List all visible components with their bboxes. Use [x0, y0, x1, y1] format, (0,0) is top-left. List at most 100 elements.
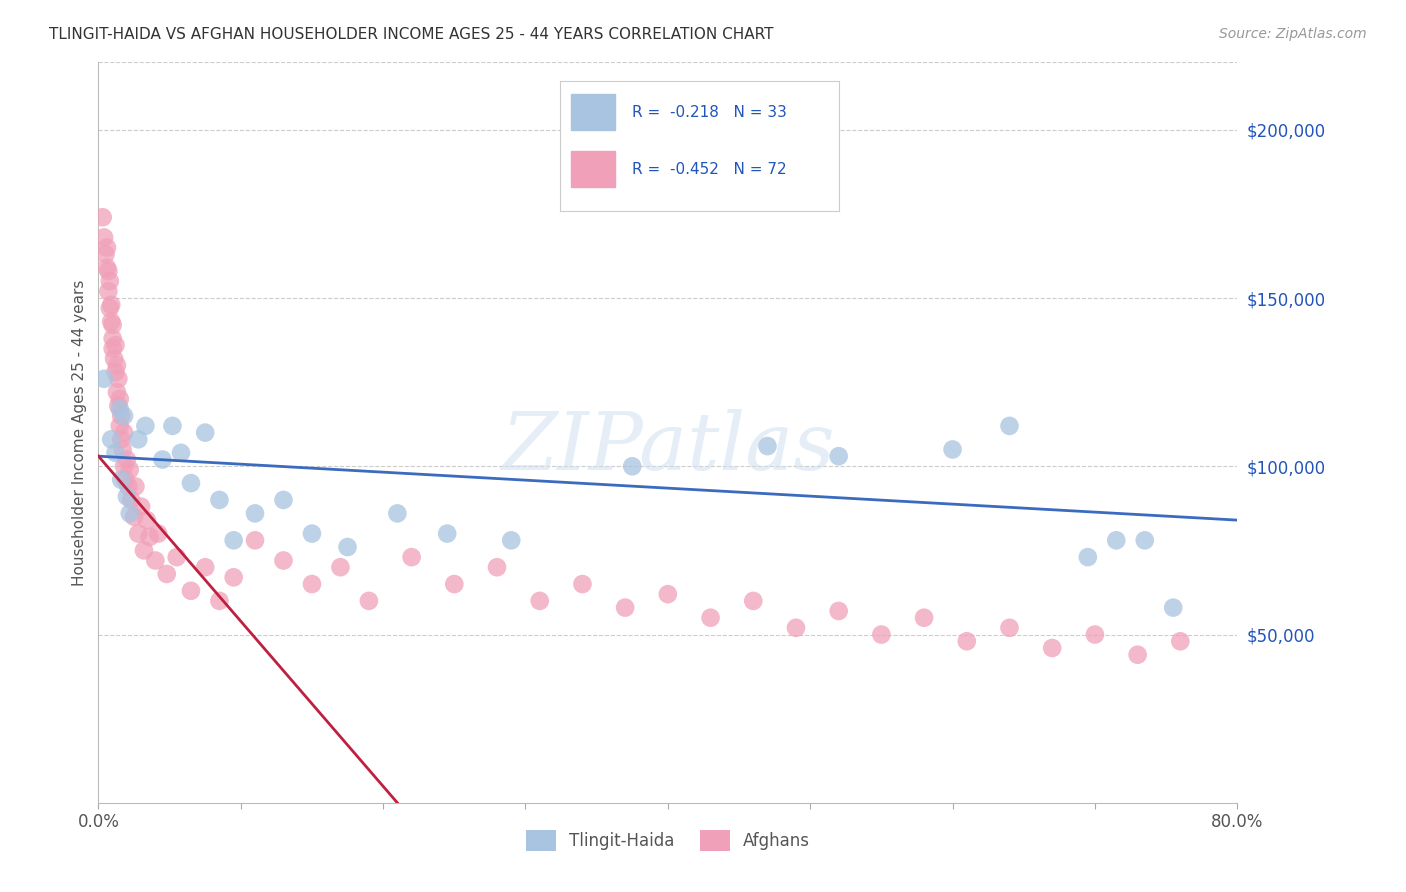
- Point: [108, 392, 131, 406]
- Point: [108, 418, 131, 433]
- Point: [148, 526, 170, 541]
- Point: [104, 338, 127, 352]
- Point: [942, 442, 965, 457]
- Point: [93, 372, 115, 386]
- Point: [180, 583, 202, 598]
- Point: [1105, 533, 1128, 548]
- Point: [100, 314, 122, 328]
- Point: [132, 543, 155, 558]
- Point: [870, 627, 893, 641]
- Point: [112, 425, 135, 440]
- Point: [166, 550, 188, 565]
- Point: [336, 540, 359, 554]
- Point: [1084, 627, 1107, 641]
- Point: [208, 492, 231, 507]
- Point: [94, 247, 117, 261]
- Point: [122, 509, 145, 524]
- Point: [110, 473, 132, 487]
- Point: [129, 500, 152, 514]
- Point: [156, 566, 179, 581]
- Point: [100, 433, 122, 447]
- Point: [301, 526, 323, 541]
- Point: [998, 621, 1021, 635]
- Point: [1133, 533, 1156, 548]
- Point: [107, 372, 129, 386]
- Point: [120, 492, 142, 507]
- Point: [222, 533, 245, 548]
- Point: [97, 285, 120, 299]
- Point: [98, 274, 121, 288]
- Point: [112, 459, 135, 474]
- Point: [486, 560, 509, 574]
- Point: [112, 409, 135, 423]
- Point: [170, 446, 193, 460]
- Point: [105, 359, 128, 373]
- Point: [98, 301, 121, 315]
- Text: TLINGIT-HAIDA VS AFGHAN HOUSEHOLDER INCOME AGES 25 - 44 YEARS CORRELATION CHART: TLINGIT-HAIDA VS AFGHAN HOUSEHOLDER INCO…: [49, 27, 773, 42]
- Point: [107, 399, 129, 413]
- Point: [436, 526, 458, 541]
- Point: [1040, 640, 1063, 655]
- Point: [1126, 648, 1149, 662]
- Point: [96, 240, 118, 255]
- Point: [97, 264, 120, 278]
- Point: [1161, 600, 1184, 615]
- Point: [145, 553, 167, 567]
- Point: [134, 418, 156, 433]
- Point: [180, 476, 202, 491]
- Point: [614, 600, 637, 615]
- Point: [127, 433, 149, 447]
- Point: [101, 318, 124, 332]
- Point: [273, 553, 295, 567]
- Point: [912, 610, 935, 624]
- Point: [243, 507, 266, 521]
- Point: [152, 452, 174, 467]
- Point: [108, 402, 131, 417]
- Point: [104, 365, 127, 379]
- Point: [93, 230, 115, 244]
- Point: [828, 604, 851, 618]
- Point: [115, 452, 138, 467]
- Point: [273, 492, 295, 507]
- Point: [387, 507, 409, 521]
- Point: [208, 594, 231, 608]
- Point: [101, 342, 124, 356]
- Point: [103, 351, 125, 366]
- Point: [118, 507, 141, 521]
- Point: [110, 433, 132, 447]
- Point: [243, 533, 266, 548]
- Point: [194, 425, 217, 440]
- Y-axis label: Householder Income Ages 25 - 44 years: Householder Income Ages 25 - 44 years: [72, 279, 87, 586]
- Point: [742, 594, 765, 608]
- Point: [135, 513, 157, 527]
- Point: [301, 577, 323, 591]
- Point: [194, 560, 217, 574]
- Point: [785, 621, 807, 635]
- Point: [127, 526, 149, 541]
- Point: [828, 449, 851, 463]
- Point: [100, 298, 122, 312]
- Point: [104, 446, 127, 460]
- Point: [110, 409, 132, 423]
- Point: [699, 610, 721, 624]
- Point: [138, 530, 160, 544]
- Point: [117, 479, 139, 493]
- Point: [162, 418, 184, 433]
- Point: [115, 490, 138, 504]
- Text: ZIPatlas: ZIPatlas: [501, 409, 835, 486]
- Text: Source: ZipAtlas.com: Source: ZipAtlas.com: [1219, 27, 1367, 41]
- Point: [998, 418, 1021, 433]
- Point: [657, 587, 679, 601]
- Point: [91, 211, 114, 225]
- Point: [124, 479, 146, 493]
- Point: [501, 533, 523, 548]
- Point: [222, 570, 245, 584]
- Point: [529, 594, 551, 608]
- Point: [357, 594, 380, 608]
- Point: [1170, 634, 1192, 648]
- Point: [401, 550, 423, 565]
- Point: [118, 462, 141, 476]
- Point: [621, 459, 644, 474]
- Point: [111, 442, 134, 457]
- Legend: Tlingit-Haida, Afghans: Tlingit-Haida, Afghans: [519, 823, 817, 857]
